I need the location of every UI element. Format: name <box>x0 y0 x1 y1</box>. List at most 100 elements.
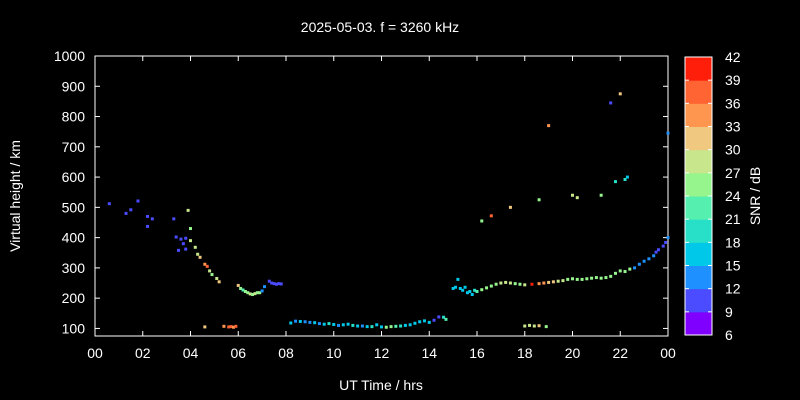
data-point <box>146 224 150 228</box>
data-point <box>356 324 360 328</box>
data-point <box>172 217 176 221</box>
data-point <box>470 293 474 297</box>
data-point <box>351 323 355 327</box>
y-tick-label: 200 <box>62 290 86 306</box>
x-tick-label: 18 <box>517 345 533 361</box>
data-point <box>179 237 183 241</box>
x-tick-label: 02 <box>135 345 151 361</box>
data-point <box>317 322 321 326</box>
data-point <box>609 101 613 105</box>
colorbar-segment <box>685 242 712 266</box>
data-point <box>203 262 207 266</box>
data-point <box>465 291 469 295</box>
x-tick-label: 14 <box>421 345 437 361</box>
colorbar-label: SNR / dB <box>747 167 763 225</box>
colorbar-segment <box>685 149 712 174</box>
data-point <box>656 248 660 252</box>
data-point <box>661 244 665 248</box>
data-point <box>528 323 532 327</box>
colorbar-segment <box>685 80 712 104</box>
x-tick-label: 08 <box>278 345 294 361</box>
x-tick-label: 16 <box>469 345 485 361</box>
data-point <box>418 320 422 324</box>
data-point <box>432 318 436 322</box>
data-point <box>475 290 479 294</box>
data-point <box>413 321 417 325</box>
x-tick-label: 06 <box>230 345 246 361</box>
data-point <box>380 325 383 329</box>
x-tick-label: 00 <box>87 345 103 361</box>
data-point <box>246 291 250 295</box>
data-point <box>647 257 651 261</box>
data-point <box>253 292 257 296</box>
data-point <box>267 279 271 283</box>
y-tick-label: 900 <box>62 78 86 94</box>
data-point <box>494 282 498 286</box>
data-point <box>628 267 632 271</box>
data-point <box>313 321 317 325</box>
data-point <box>184 236 188 240</box>
data-point <box>523 283 527 287</box>
data-point <box>580 277 584 281</box>
data-point <box>375 323 379 327</box>
data-point <box>454 285 458 289</box>
data-point <box>489 284 493 288</box>
data-point <box>551 280 555 284</box>
data-point <box>270 281 274 285</box>
data-point <box>609 274 613 278</box>
data-point <box>571 193 574 197</box>
data-point <box>260 289 264 293</box>
colorbar-segment <box>685 126 712 151</box>
data-point <box>332 322 336 326</box>
data-point <box>654 250 658 254</box>
data-point <box>308 320 312 324</box>
colorbar-tick-label: 18 <box>725 234 741 250</box>
colorbar-tick-label: 42 <box>725 49 741 65</box>
data-point <box>229 325 233 329</box>
data-point <box>394 324 398 328</box>
data-point <box>210 273 214 277</box>
data-point <box>217 280 221 284</box>
data-point <box>599 193 603 197</box>
data-point <box>258 291 262 295</box>
data-point <box>243 290 247 294</box>
data-point <box>272 282 276 286</box>
data-point <box>508 281 512 285</box>
data-point <box>186 208 190 212</box>
data-point <box>666 131 670 135</box>
data-point <box>485 286 489 290</box>
data-point <box>322 322 326 326</box>
data-point <box>618 92 622 96</box>
data-point <box>456 277 460 281</box>
data-point <box>303 320 307 324</box>
data-point <box>537 198 541 202</box>
data-point <box>437 315 441 319</box>
y-tick-label: 700 <box>62 139 86 155</box>
data-point <box>227 325 231 329</box>
data-point <box>365 325 369 329</box>
data-point <box>523 324 527 328</box>
data-point <box>458 286 462 290</box>
data-point <box>451 286 455 290</box>
data-point <box>205 264 209 268</box>
x-tick-label: 10 <box>326 345 342 361</box>
data-point <box>341 323 345 327</box>
colorbar-tick-label: 27 <box>725 165 741 181</box>
data-point <box>613 180 617 184</box>
data-point <box>231 325 235 329</box>
data-point <box>384 325 388 329</box>
colorbar-tick-label: 12 <box>725 281 741 297</box>
data-point <box>544 325 548 329</box>
data-point <box>594 276 598 280</box>
data-point <box>618 269 622 273</box>
data-point <box>181 242 185 246</box>
data-point <box>177 248 181 252</box>
y-tick-label: 500 <box>62 199 86 215</box>
data-point <box>537 324 541 328</box>
data-point <box>556 279 560 283</box>
data-point <box>489 214 493 218</box>
data-point <box>203 325 207 329</box>
data-point <box>248 292 252 296</box>
data-point <box>613 271 617 275</box>
